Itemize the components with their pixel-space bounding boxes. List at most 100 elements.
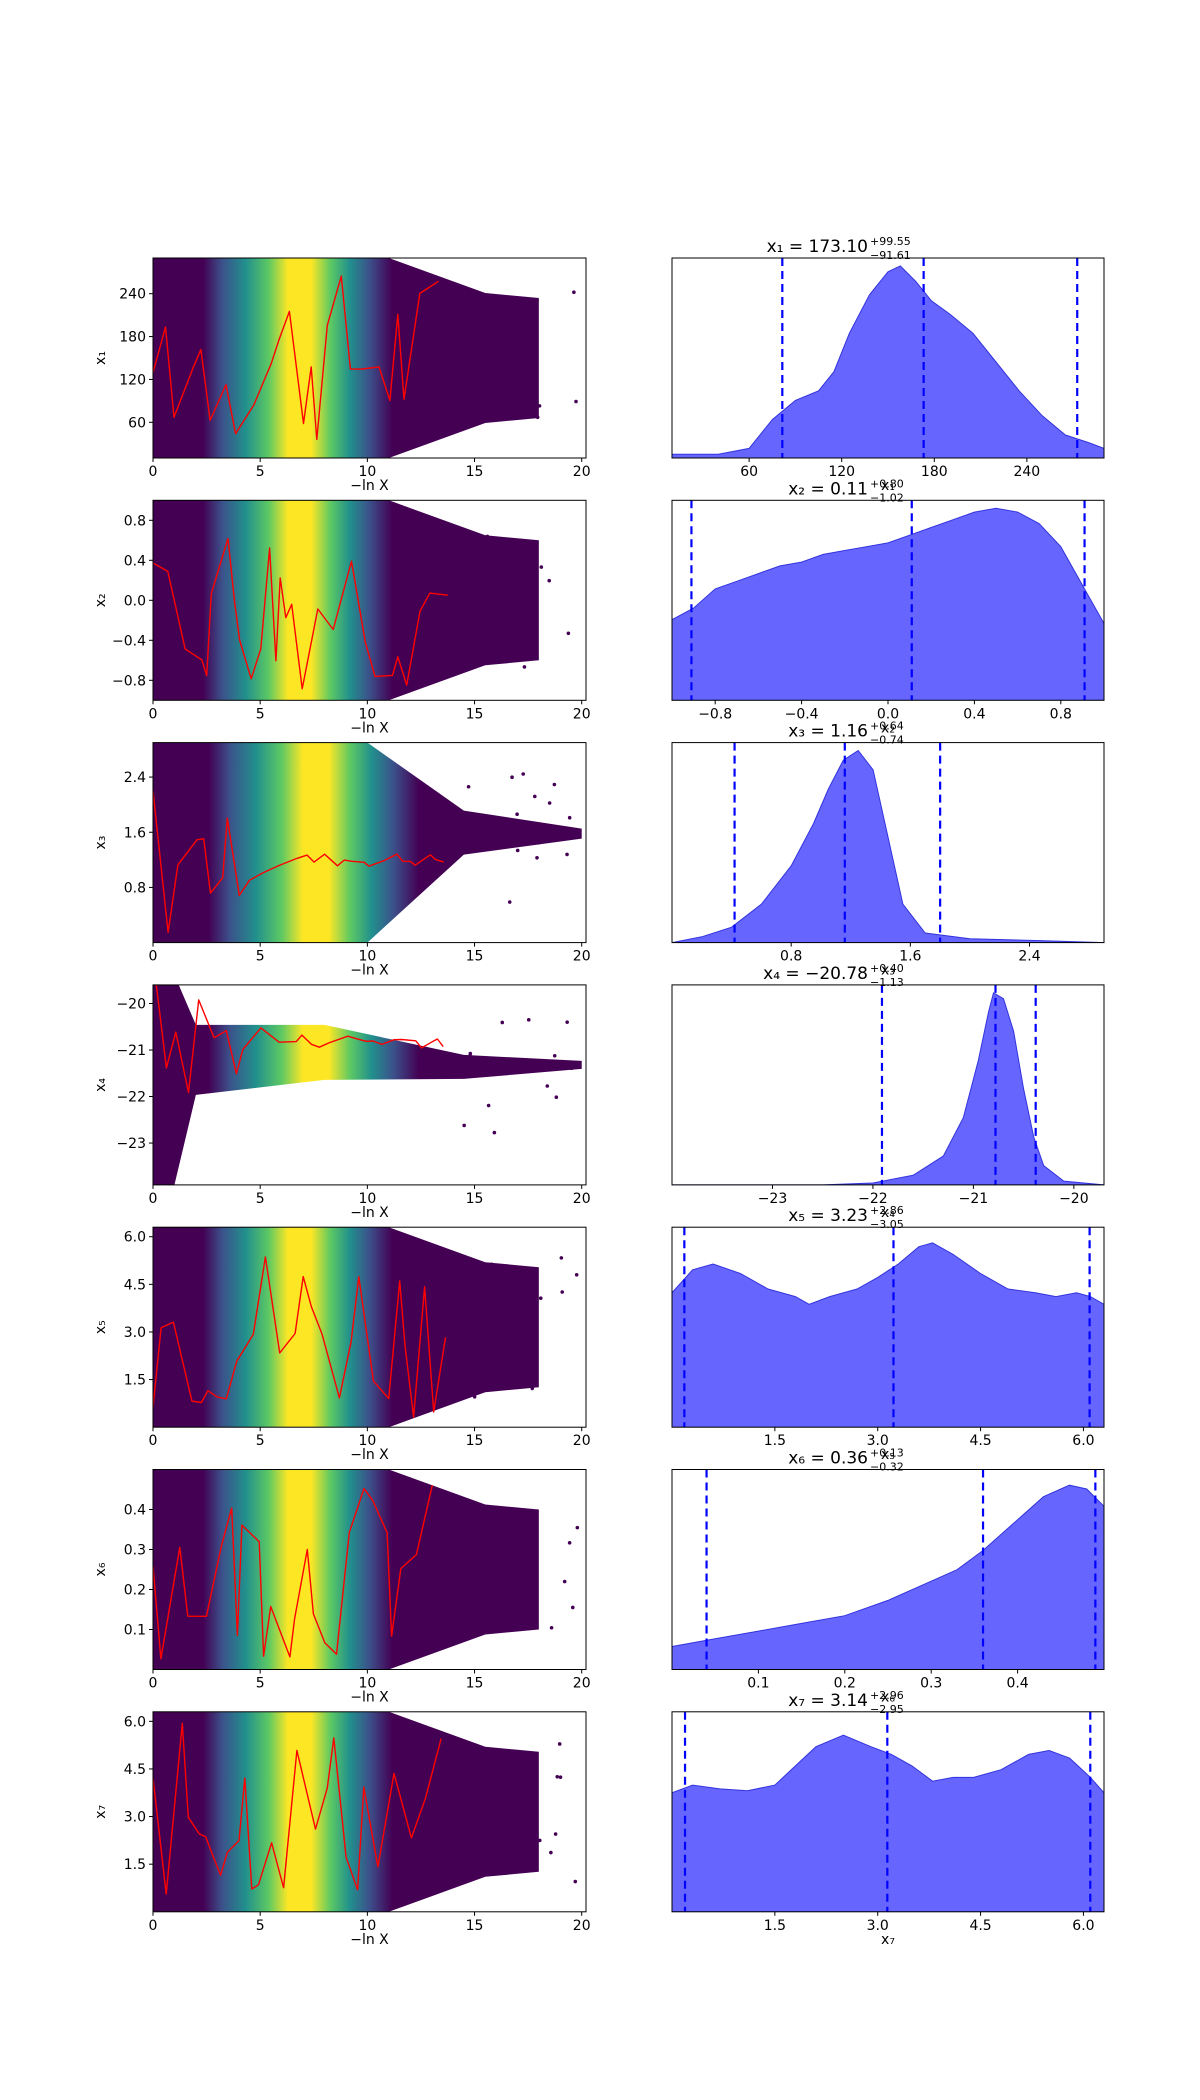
- sample-point: [553, 1832, 558, 1836]
- sample-point: [486, 1103, 491, 1108]
- posterior-x-tick-label: 3.0: [867, 1433, 889, 1449]
- posterior-sample-band: [153, 1227, 539, 1428]
- trace-panel-2: 0 5 10 15 20 −ln X −0.8 −0.4 0.0 0.4 0.8 x₂: [93, 499, 591, 736]
- posterior-x-tick-label: 4.5: [969, 1433, 991, 1449]
- trace-y-tick-label: 60: [128, 415, 146, 431]
- trace-y-tick-label: 0.4: [124, 553, 146, 569]
- sample-point: [507, 900, 512, 904]
- trace-y-tick-label: 0.3: [124, 1543, 146, 1559]
- posterior-x-axis-label: x₆: [881, 1690, 895, 1706]
- sample-point: [489, 1262, 494, 1267]
- sample-point: [473, 419, 478, 423]
- sample-point: [480, 1855, 485, 1860]
- trace-x-tick-label: 5: [256, 1676, 265, 1692]
- posterior-title: x₂ = 0.11: [788, 479, 868, 499]
- posterior-title: x₄ = −20.78: [763, 964, 868, 984]
- trace-y-tick-label: 180: [119, 330, 146, 346]
- posterior-sample-band: [153, 742, 582, 943]
- posterior-title-plus-error: +0.64: [870, 720, 904, 733]
- trace-x-tick-label: 15: [466, 1918, 484, 1934]
- sample-point: [526, 606, 531, 611]
- sample-point: [572, 290, 576, 295]
- trace-x-tick-label: 15: [466, 464, 484, 480]
- posterior-panel-1: 60 120 180 240 x₁ x₁ = 173.10 +99.55−91.61: [671, 235, 1105, 494]
- posterior-title-plus-error: +0.13: [870, 1447, 904, 1460]
- sample-point: [501, 1845, 505, 1849]
- sample-point: [490, 1583, 494, 1588]
- trace-x-tick-label: 10: [358, 1676, 376, 1692]
- posterior-panel-4: −23 −22 −21 −20 x₄ x₄ = −20.78 +0.40−1.13: [671, 962, 1105, 1221]
- sample-point: [530, 1386, 535, 1391]
- posterior-x-axis-label: x₂: [881, 720, 895, 736]
- posterior-x-tick-label: 6.0: [1072, 1918, 1094, 1934]
- posterior-x-tick-label: −21: [959, 1191, 989, 1207]
- sample-point: [565, 852, 569, 857]
- sample-point: [515, 848, 520, 853]
- posterior-x-tick-label: 60: [740, 464, 758, 480]
- sample-point: [574, 399, 578, 404]
- sample-point: [537, 404, 542, 408]
- trace-x-tick-label: 5: [256, 1433, 265, 1449]
- trace-x-tick-label: 20: [573, 949, 591, 965]
- sample-point: [532, 794, 537, 799]
- sample-point: [466, 784, 471, 789]
- posterior-x-tick-label: −23: [758, 1191, 788, 1207]
- posterior-x-tick-label: 0.2: [834, 1676, 856, 1692]
- trace-x-tick-label: 20: [573, 706, 591, 722]
- posterior-title-minus-error: −0.74: [870, 734, 904, 747]
- posterior-x-tick-label: −22: [858, 1191, 888, 1207]
- sample-point: [506, 1301, 511, 1306]
- trace-x-tick-label: 5: [256, 1918, 265, 1934]
- sample-point: [575, 1525, 580, 1530]
- posterior-title-plus-error: +99.55: [870, 235, 911, 248]
- trace-line: [153, 275, 439, 441]
- trace-y-tick-label: 0.8: [124, 880, 146, 896]
- trace-y-tick-label: 1.5: [124, 1373, 146, 1389]
- sample-point: [532, 1343, 536, 1348]
- sample-point: [535, 856, 539, 860]
- posterior-density: [672, 749, 1104, 943]
- trace-y-tick-label: 2.4: [124, 770, 146, 786]
- sample-point: [508, 355, 512, 359]
- trace-y-tick-label: −0.4: [112, 633, 146, 649]
- sample-point: [576, 833, 581, 837]
- trace-line: [153, 1256, 447, 1418]
- posterior-title-minus-error: −1.13: [870, 976, 904, 989]
- trace-y-tick-label: 120: [119, 372, 146, 388]
- trace-y-tick-label: 0.0: [124, 593, 146, 609]
- sample-point: [547, 578, 552, 583]
- sample-point: [453, 1527, 458, 1532]
- trace-y-tick-label: −20: [116, 997, 146, 1013]
- sample-point: [566, 631, 571, 636]
- sample-point: [486, 1071, 491, 1075]
- trace-x-axis-label: −ln X: [350, 1205, 389, 1221]
- trace-y-tick-label: 3.0: [124, 1325, 146, 1341]
- trace-x-tick-label: 5: [256, 464, 265, 480]
- sample-point: [491, 1750, 495, 1755]
- trace-y-tick-label: 0.1: [124, 1623, 146, 1639]
- trace-y-tick-label: 1.6: [124, 825, 146, 841]
- trace-y-tick-label: 4.5: [124, 1762, 146, 1778]
- sample-point: [538, 1296, 543, 1300]
- sample-point: [480, 1065, 485, 1069]
- trace-x-tick-label: 10: [358, 949, 376, 965]
- trace-x-tick-label: 15: [466, 1433, 484, 1449]
- posterior-title: x₁ = 173.10: [767, 237, 868, 257]
- sample-point: [522, 665, 527, 669]
- trace-x-tick-label: 10: [358, 1191, 376, 1207]
- posterior-x-tick-label: 0.4: [963, 706, 985, 722]
- trace-x-tick-label: 10: [358, 464, 376, 480]
- trace-x-tick-label: 15: [466, 1676, 484, 1692]
- trace-y-tick-label: 0.2: [124, 1583, 146, 1599]
- sample-point: [523, 357, 527, 362]
- trace-line: [153, 1722, 442, 1895]
- sample-point: [463, 1575, 467, 1579]
- trace-x-axis-label: −ln X: [350, 1932, 389, 1948]
- sample-point: [565, 1020, 569, 1024]
- sample-point: [524, 1555, 529, 1559]
- trace-x-tick-label: 0: [149, 1918, 158, 1934]
- trace-x-tick-label: 0: [149, 1676, 158, 1692]
- sample-point: [574, 1272, 579, 1277]
- trace-y-tick-label: 4.5: [124, 1277, 146, 1293]
- sample-point: [526, 1018, 531, 1022]
